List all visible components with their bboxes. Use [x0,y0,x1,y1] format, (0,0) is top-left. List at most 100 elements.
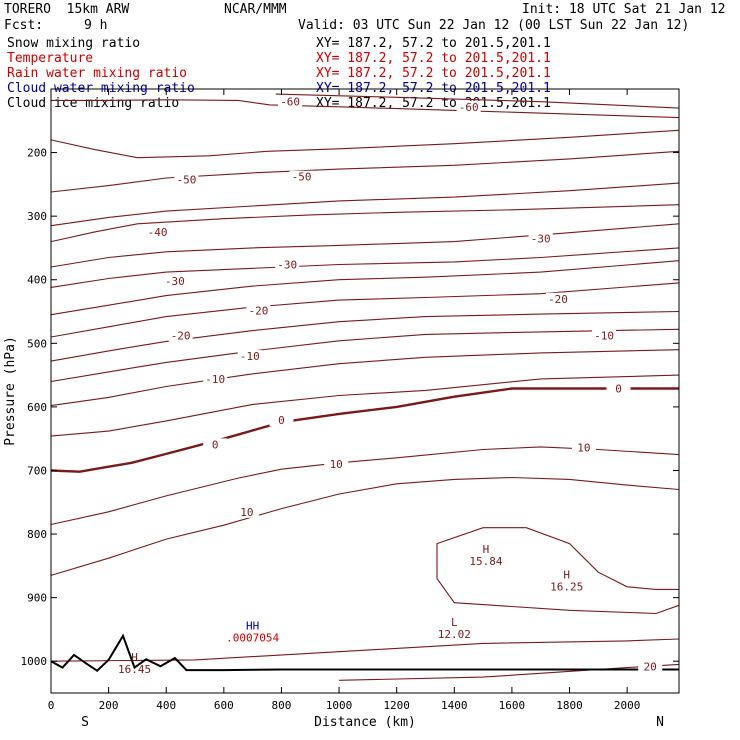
y-tick-label: 200 [27,147,47,160]
terrain-line [50,633,679,672]
contour-label-bg [289,170,314,183]
legend-rain-label: Rain water mixing ratio [7,66,188,81]
contour-label-bg [145,226,170,239]
isotherm-0-13 [50,387,679,473]
isotherm-20-20 [339,663,680,681]
x-tick-label: 800 [272,699,292,712]
contour-label-bg [246,304,271,317]
extremum-type: H [483,543,490,556]
y-tick-label: 700 [27,464,47,477]
legend-snow-label: Snow mixing ratio [7,36,141,51]
isotherm--55-2 [50,129,680,159]
y-tick-label: 300 [27,210,47,223]
contour-label-bg [571,441,596,454]
contour-label: -20 [548,293,568,306]
legend-rain-xy: XY= 187.2, 57.2 to 201.5,201.1 [316,66,551,81]
x-tick-label: 600 [214,699,234,712]
y-tick-label: 800 [27,528,47,541]
extremum-value: 15.84 [469,555,502,568]
contour-label-bg [456,100,481,113]
y-tick-label: 500 [27,337,47,350]
extremum-type: H [131,651,138,664]
contour-label-bg [275,258,300,271]
legend-temperature-label: Temperature [7,51,94,66]
y-tick-label: 600 [27,401,47,414]
forecast-label: Fcst: [4,18,44,33]
forecast-hour: 9 h [84,18,108,33]
isotherm--5-12 [50,349,680,407]
x-tick-label: 400 [156,699,176,712]
extremum-type: HH [246,619,259,632]
contour-label-bg [234,505,259,518]
legend-snow-xy: XY= 187.2, 57.2 to 201.5,201.1 [316,36,551,51]
contour-label-bg [546,292,571,305]
contour-label: 20 [644,660,657,673]
contour-label-bg [174,173,199,186]
contour-label-bg [638,660,663,673]
x-tick-label: 1400 [441,699,468,712]
init-time: Init: 18 UTC Sat 21 Jan 12 [522,2,726,17]
extremum-value: 16.45 [118,663,151,676]
x-tick-label: 1200 [383,699,410,712]
contour-label: 0 [212,438,219,451]
isotherm--10-11 [50,328,680,383]
contour-label-bg [168,329,193,342]
contour-label: -50 [176,173,196,186]
contour-label-bg [606,382,631,395]
plot-frame [50,88,680,694]
contour-label-bg [592,329,617,342]
isotherm-5-14 [50,374,680,437]
y-tick-label: 900 [27,592,47,605]
contour-labels: -60 -60 -50 -50 -40 -30 -30 -30 -20 -20 -20 -10 -10 -… [145,95,663,673]
extremum-value: 12.02 [438,628,471,641]
contour-label: -10 [240,350,260,363]
x-tick-label: 1000 [326,699,353,712]
extremum-value: 16.25 [550,581,583,594]
contour-label-bg [528,232,553,245]
isotherm--60-0 [51,99,680,119]
model-title: TORERO 15km ARW [4,2,130,17]
isotherm--35-6 [50,223,680,268]
y-tick-label: 1000 [21,655,48,668]
endpoint-left-label: S [81,715,89,730]
y-axis-label: Pressure (hPa) [3,336,18,446]
contour-label: 0 [278,414,285,427]
legend-temperature-xy: XY= 187.2, 57.2 to 201.5,201.1 [316,51,551,66]
contour-label: 10 [330,458,343,471]
y-tick-label: 400 [27,274,47,287]
isotherm--60-1 [275,93,680,109]
contour-label: -30 [277,258,297,271]
contour-label-bg [237,350,262,363]
terrain-layer [50,633,679,672]
contour-label: -40 [148,226,168,239]
extremum-type: L [451,616,458,629]
contour-label: -20 [248,304,268,317]
org-label: NCAR/MMM [224,2,287,17]
x-axis-label: Distance (km) [314,715,416,730]
isotherm--40-5 [50,204,680,243]
contour-label: -10 [205,373,225,386]
contour-label: -60 [280,96,300,109]
contour-label-bg [269,414,294,427]
contour-label: -20 [171,330,191,343]
x-tick-label: 0 [48,699,55,712]
contour-label-bg [278,95,303,108]
x-axis: 0 200 400 600 800 1000 1200 1400 1600 1800 2000 [48,89,641,712]
x-tick-label: 2000 [614,699,641,712]
contour-label: -30 [531,232,551,245]
isotherm-20-19 [50,638,680,662]
isotherm-15-18 [436,578,680,615]
contour-label-bg [203,372,228,385]
isotherm--45-4 [50,182,680,227]
isotherm--25-8 [50,260,680,316]
valid-time: Valid: 03 UTC Sun 22 Jan 12 (00 LST Sun … [298,18,690,33]
isotherm-15-17 [436,527,679,590]
contour-label-bg [324,458,349,471]
contour-label: -10 [594,330,614,343]
isotherm--15-10 [50,310,680,362]
contour-label: -50 [292,171,312,184]
isotherm-contours [50,93,680,681]
